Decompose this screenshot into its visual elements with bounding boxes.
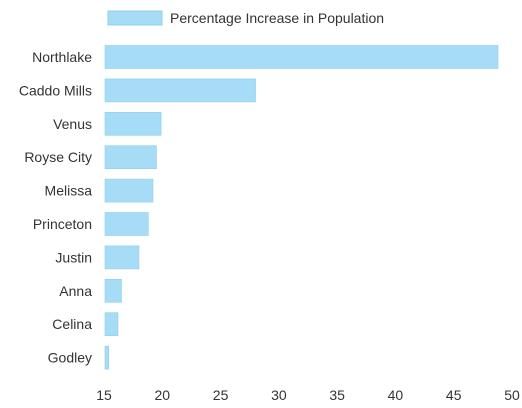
bar-caddo-mills [104, 78, 256, 103]
x-tick-label: 35 [329, 387, 345, 403]
x-tick-label: 30 [271, 387, 287, 403]
legend: Percentage Increase in Population [107, 10, 384, 26]
bars-group [104, 45, 499, 370]
legend-swatch [107, 10, 163, 26]
x-tick-label: 20 [154, 387, 170, 403]
x-tick-label: 45 [446, 387, 462, 403]
category-labels: Northlake Caddo Mills Venus Royse City Melis… [19, 49, 92, 366]
legend-label: Percentage Increase in Population [170, 10, 384, 26]
bar-northlake [104, 45, 499, 69]
category-label: Northlake [32, 49, 92, 65]
bar-godley [104, 345, 109, 370]
bar-princeton [104, 212, 149, 236]
bar-celina [104, 312, 119, 337]
x-axis-ticks: 15 20 25 30 35 40 45 50 [96, 387, 520, 403]
category-label: Godley [48, 350, 92, 366]
category-label: Royse City [24, 149, 92, 165]
bar-anna [104, 278, 122, 303]
category-label: Melissa [45, 183, 93, 199]
category-label: Justin [55, 249, 92, 265]
category-label: Venus [53, 116, 92, 132]
bar-royse-city [104, 145, 157, 169]
x-tick-label: 15 [96, 387, 112, 403]
category-label: Celina [52, 316, 92, 332]
bar-melissa [104, 178, 154, 203]
category-label: Princeton [33, 216, 92, 232]
x-tick-label: 50 [504, 387, 520, 403]
bar-justin [104, 245, 140, 270]
bar-venus [104, 112, 162, 136]
x-tick-label: 25 [213, 387, 229, 403]
category-label: Caddo Mills [19, 82, 92, 98]
x-tick-label: 40 [388, 387, 404, 403]
category-label: Anna [59, 283, 92, 299]
